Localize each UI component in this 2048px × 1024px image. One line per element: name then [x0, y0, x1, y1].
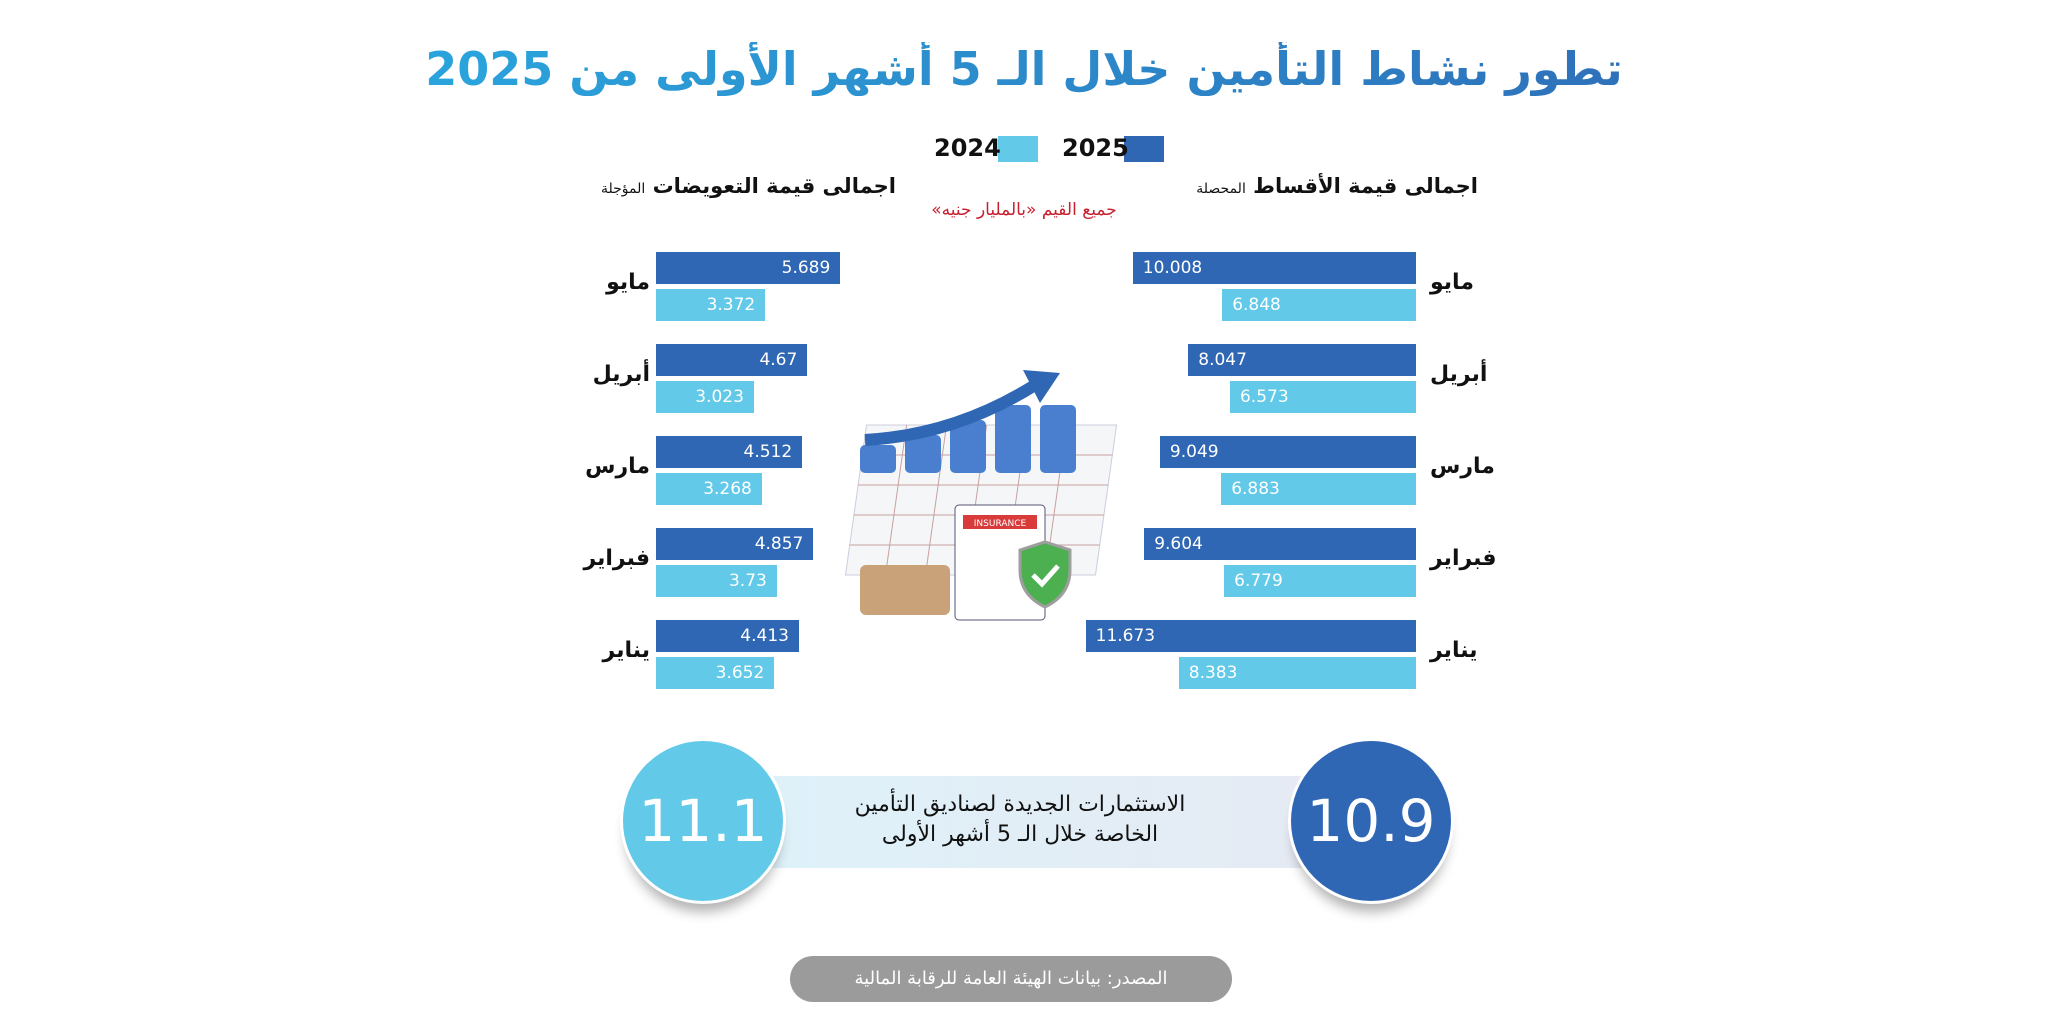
- bar-2025: 8.047: [1188, 344, 1416, 376]
- investments-line1: الاستثمارات الجديدة لصناديق التأمين: [854, 792, 1186, 817]
- month-label: مارس: [1430, 454, 1495, 479]
- units-note: جميع القيم «بالمليار جنيه»: [931, 200, 1117, 220]
- investments-line2: الخاصة خلال الـ 5 أشهر الأولى: [881, 822, 1159, 847]
- bar-value-label: 3.73: [728, 571, 767, 591]
- bar-value-label: 9.049: [1169, 442, 1219, 462]
- bar-2025: 4.413: [656, 620, 799, 652]
- bar-2024: 3.023: [656, 381, 754, 413]
- page-title: تطور نشاط التأمين خلال الـ 5 أشهر الأولى…: [0, 42, 2048, 96]
- investments-band: [700, 776, 1340, 868]
- bar-2024: 6.883: [1221, 473, 1416, 505]
- investments-2024-circle: 11.1: [620, 738, 786, 904]
- bar-value-label: 4.67: [759, 350, 798, 370]
- cube-bar: [950, 420, 986, 473]
- bar-value-label: 11.673: [1095, 626, 1156, 646]
- bar-value-label: 4.857: [754, 534, 804, 554]
- bar-value-label: 6.848: [1232, 295, 1281, 315]
- bar-2024: 6.779: [1224, 565, 1416, 597]
- bar-2025: 4.512: [656, 436, 803, 468]
- bar-value-label: 6.779: [1234, 571, 1283, 591]
- month-label: يناير: [602, 638, 650, 663]
- investments-2025-circle: 10.9: [1288, 738, 1454, 904]
- bar-value-label: 5.689: [781, 258, 831, 278]
- month-label: أبريل: [1430, 362, 1488, 387]
- legend-label-2025: 2025: [1062, 134, 1129, 162]
- bar-value-label: 10.008: [1142, 258, 1203, 278]
- arrow-head: [1023, 370, 1060, 403]
- premiums-header-main: اجمالى قيمة الأقساط: [1253, 174, 1478, 198]
- insurance-illustration: INSURANCE: [844, 370, 1118, 621]
- month-label: مايو: [606, 270, 650, 295]
- bar-value-label: 3.268: [703, 479, 752, 499]
- legend-swatch-2025: [1124, 136, 1164, 162]
- bar-2025: 9.604: [1144, 528, 1416, 560]
- bar-2024: 8.383: [1178, 657, 1416, 689]
- bar-value-label: 6.883: [1231, 479, 1280, 499]
- bar-2025: 11.673: [1085, 620, 1416, 652]
- month-label: فبراير: [1430, 546, 1497, 571]
- bar-2025: 4.857: [656, 528, 814, 560]
- bar-value-label: 4.512: [743, 442, 793, 462]
- legend-label-2024: 2024: [934, 134, 1001, 162]
- claims-header-main: اجمالى قيمة التعويضات: [652, 174, 896, 198]
- bar-2025: 10.008: [1132, 252, 1416, 284]
- bar-2024: 6.848: [1222, 289, 1416, 321]
- cube-bar: [995, 405, 1031, 473]
- claims-header-sub: المؤجلة: [600, 181, 646, 197]
- bar-value-label: 8.383: [1188, 663, 1238, 683]
- check-icon: [1031, 564, 1060, 588]
- month-label: مارس: [585, 454, 650, 479]
- bar-2024: 6.573: [1229, 381, 1416, 413]
- month-label: مايو: [1430, 270, 1474, 295]
- trend-arrow: [864, 379, 1039, 446]
- claims-header: اجمالى قيمة التعويضات المؤجلة: [601, 174, 896, 198]
- cube-bar: [905, 435, 941, 473]
- bar-2025: 9.049: [1159, 436, 1416, 468]
- premiums-header: اجمالى قيمة الأقساط المحصلة: [1196, 174, 1478, 198]
- legend-swatch-2024: [998, 136, 1038, 162]
- bar-2024: 3.268: [656, 473, 762, 505]
- bar-value-label: 4.413: [740, 626, 789, 646]
- bar-value-label: 6.573: [1239, 387, 1289, 407]
- bar-value-label: 3.652: [715, 663, 765, 683]
- month-label: يناير: [1430, 638, 1478, 663]
- shield-check-icon: [1018, 540, 1072, 609]
- bar-value-label: 9.604: [1154, 534, 1203, 554]
- month-label: فبراير: [583, 546, 650, 571]
- insurance-label: INSURANCE: [974, 519, 1027, 529]
- investments-text: الاستثمارات الجديدة لصناديق التأمين الخا…: [780, 790, 1260, 850]
- cube-bar: [860, 445, 896, 473]
- money-stack-icon: [860, 565, 950, 615]
- bar-2024: 3.652: [656, 657, 775, 689]
- bar-value-label: 8.047: [1198, 350, 1247, 370]
- month-label: أبريل: [592, 362, 650, 387]
- bar-2024: 3.73: [656, 565, 777, 597]
- bar-value-label: 3.372: [706, 295, 756, 315]
- bar-2025: 5.689: [656, 252, 841, 284]
- premiums-header-sub: المحصلة: [1196, 181, 1246, 197]
- source-pill: المصدر: بيانات الهيئة العامة للرقابة الم…: [790, 956, 1232, 1002]
- cube-bar: [1040, 405, 1076, 473]
- bar-2025: 4.67: [656, 344, 808, 376]
- bar-value-label: 3.023: [695, 387, 744, 407]
- insurance-label-box: [963, 515, 1037, 529]
- bar-2024: 3.372: [656, 289, 766, 321]
